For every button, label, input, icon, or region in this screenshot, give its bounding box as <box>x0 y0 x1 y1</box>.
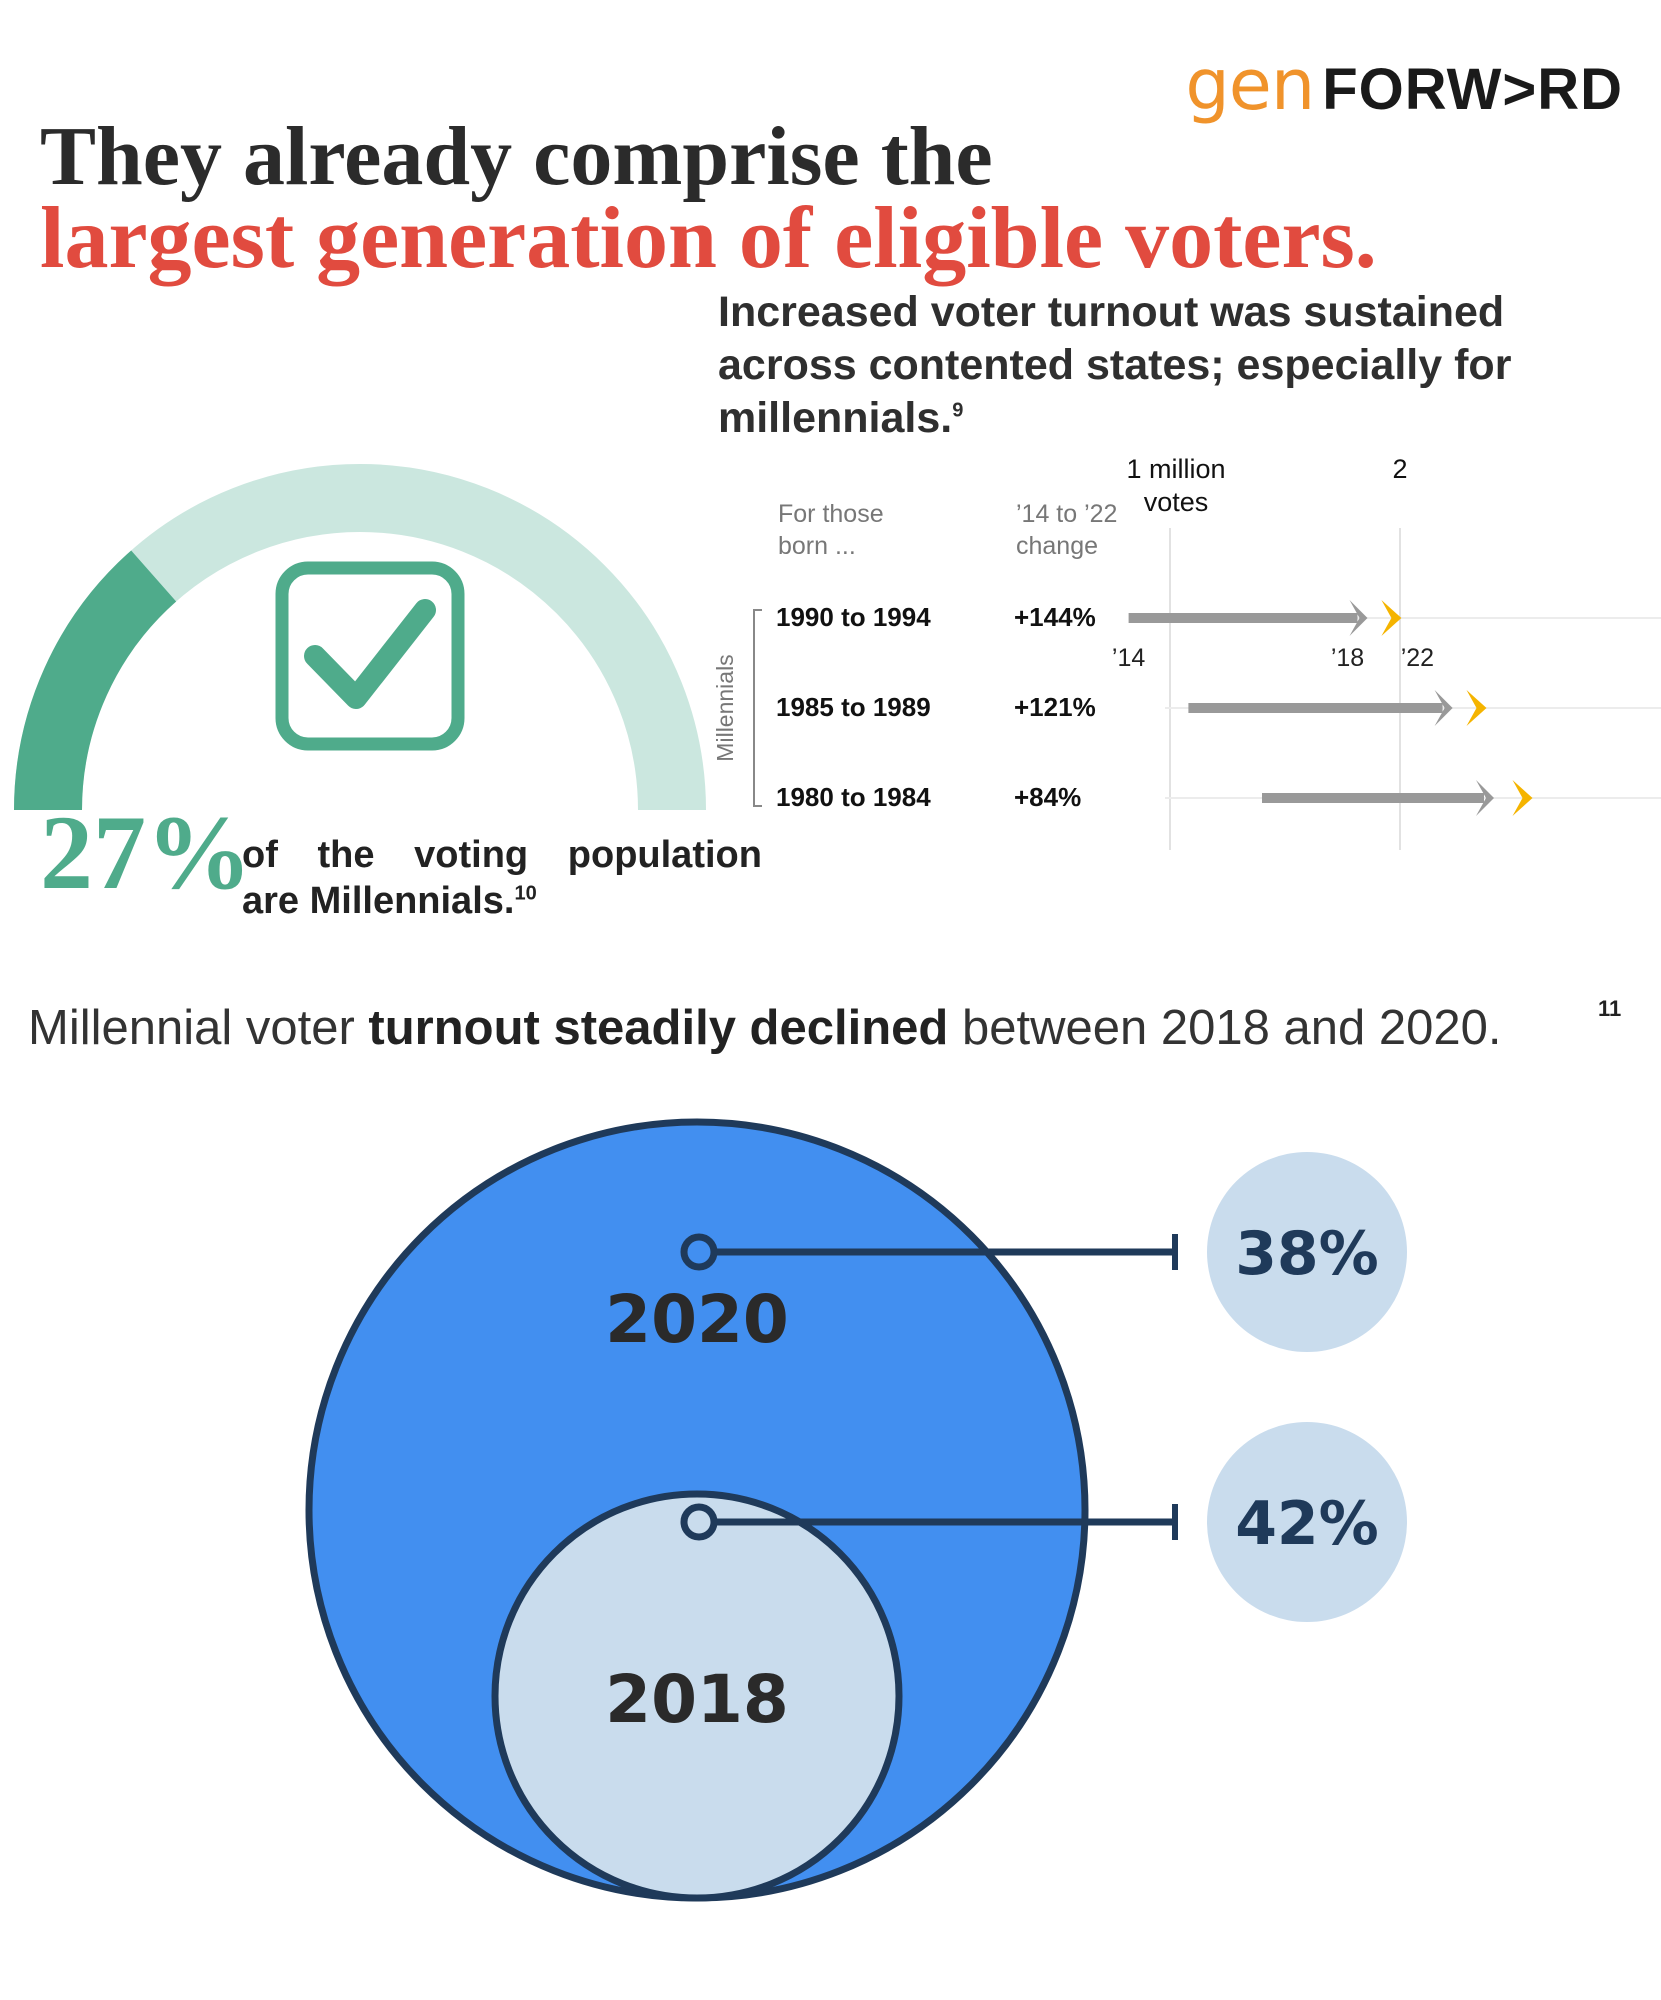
chart-subtitle: Increased voter turnout was sustained ac… <box>718 286 1638 445</box>
genforward-logo: gen FORW>RD <box>1185 44 1623 126</box>
headline-line-1: They already comprise the <box>40 110 993 203</box>
gauge-caption-word: voting <box>414 834 529 876</box>
gauge-chart <box>14 464 706 811</box>
subtitle-note: 9 <box>952 399 964 422</box>
bubble-title-part-3: between 2018 and 2020. <box>948 1001 1502 1055</box>
turnout-arrow-chart: For those born ... ’14 to ’22 change 1 milli… <box>712 454 1661 850</box>
arrowhead-22 <box>1381 600 1402 636</box>
arrowhead-18 <box>1476 780 1494 816</box>
row-born-label: 1990 to 1994 <box>776 602 931 632</box>
gauge-note: 10 <box>514 882 537 905</box>
arrowhead-18 <box>1349 600 1368 636</box>
percent-badge <box>1207 1422 1407 1622</box>
arrowhead-22 <box>1512 780 1533 816</box>
row-born-label: 1980 to 1984 <box>776 782 931 812</box>
group-bracket <box>753 609 762 807</box>
headline-line-2: largest generation of eligible voters. <box>40 190 1377 287</box>
bubble-2018 <box>491 1490 903 1902</box>
year-label-22: ’22 <box>1401 644 1434 672</box>
gauge-caption: of the voting population are Millennials.10 <box>242 832 762 924</box>
col2-header-line-1: ’14 to ’22 <box>1016 500 1117 528</box>
group-label: Millennials <box>712 654 738 761</box>
year-label-18: ’18 <box>1331 644 1364 672</box>
bubble-chart-title: Millennial voter turnout steadily declin… <box>28 1000 1501 1056</box>
arrowhead-22 <box>1466 690 1487 726</box>
bubble-title-note: 11 <box>1598 996 1622 1021</box>
checkbox-check-icon <box>275 561 465 751</box>
gauge-caption-word: of <box>242 834 278 876</box>
logo-forward: FORW>RD <box>1322 57 1623 122</box>
row-change-label: +84% <box>1014 782 1081 812</box>
col2-header-line-2: change <box>1016 532 1098 560</box>
x-tick-1-line-2: votes <box>1144 487 1209 517</box>
gauge-fill <box>14 550 177 811</box>
col1-header-line-2: born ... <box>778 532 856 560</box>
percent-badge <box>1207 1152 1407 1352</box>
gauge-percent: 27% <box>40 794 252 911</box>
row-change-label: +121% <box>1014 692 1096 722</box>
bubble-year-label: 2020 <box>605 1281 789 1358</box>
year-label-14: ’14 <box>1112 644 1145 672</box>
gauge-caption-line-1: of the voting population <box>242 832 762 878</box>
bubble-title-part-2: turnout steadily declined <box>368 1001 949 1055</box>
leader-dot <box>680 1503 718 1541</box>
gauge-caption-line-2: are Millennials.10 <box>242 878 762 924</box>
x-tick-2: 2 <box>1392 454 1407 484</box>
turnout-bubble-chart: 2020 38% 2018 42% <box>305 1118 1407 1902</box>
col1-header-line-1: For those <box>778 500 884 528</box>
bubble-title-part-1: Millennial voter <box>28 1001 369 1055</box>
row-born-label: 1985 to 1989 <box>776 692 931 722</box>
arrowhead-18 <box>1434 690 1453 726</box>
gauge-caption-word: population <box>567 834 762 876</box>
gauge-caption-word: the <box>317 834 375 876</box>
percent-label: 42% <box>1235 1489 1379 1559</box>
bubble-year-label: 2018 <box>605 1661 789 1738</box>
percent-label: 38% <box>1235 1219 1379 1289</box>
subtitle-text: Increased voter turnout was sustained ac… <box>718 288 1512 442</box>
row-change-label: +144% <box>1014 602 1096 632</box>
logo-gen: gen <box>1185 44 1315 126</box>
leader-dot <box>680 1233 718 1271</box>
x-tick-1-line-1: 1 million <box>1126 454 1225 484</box>
gauge-caption-text-2: are Millennials. <box>242 880 515 922</box>
